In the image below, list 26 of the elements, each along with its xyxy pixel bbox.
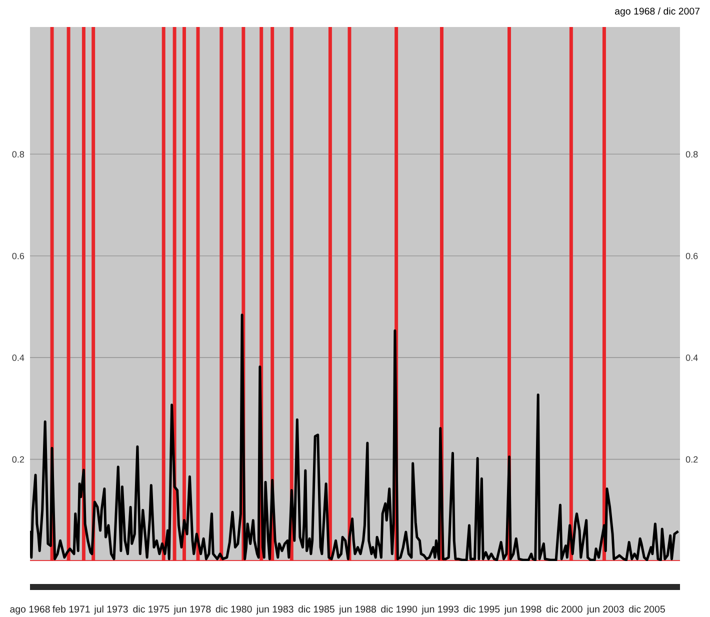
y2-tick-label: 0.6 — [686, 252, 698, 260]
x-tick-label: ago 1968 — [10, 606, 50, 615]
y2-tick-label: 0.4 — [686, 354, 698, 361]
y-tick-label: 0.4 — [12, 354, 24, 361]
y2-tick-label: 0.2 — [686, 456, 698, 463]
x-tick-label: jun 2003 — [586, 605, 624, 615]
x-tick-label: dic 1975 — [133, 605, 170, 613]
x-tick-label: jun 1993 — [421, 605, 459, 615]
y2-tick-label: 0.8 — [686, 151, 698, 158]
chart-title: ago 1968 / dic 2007 — [615, 7, 700, 17]
x-tick-label: dic 1995 — [464, 605, 500, 613]
x-tick-label: jun 1983 — [256, 605, 294, 615]
x-tick-label: jul 1973 — [94, 605, 128, 615]
x-tick-label: dic 2000 — [546, 605, 582, 613]
x-tick-label: feb 1971 — [52, 605, 90, 613]
line-series — [30, 314, 678, 561]
y-tick-label: 0.6 — [12, 252, 24, 260]
x-tick-label: jun 1998 — [504, 605, 542, 615]
x-tick-label: dic 1980 — [216, 605, 252, 613]
x-tick-label: jun 1988 — [338, 605, 376, 615]
y-tick-label: 0.8 — [12, 151, 24, 158]
x-tick-label: dic 2005 — [629, 605, 665, 613]
x-tick-label: dic 1985 — [298, 605, 334, 613]
x-tick-label: jun 1978 — [174, 605, 211, 615]
x-tick-label: dic 1990 — [381, 605, 418, 613]
y-tick-label: 0.2 — [12, 456, 24, 463]
